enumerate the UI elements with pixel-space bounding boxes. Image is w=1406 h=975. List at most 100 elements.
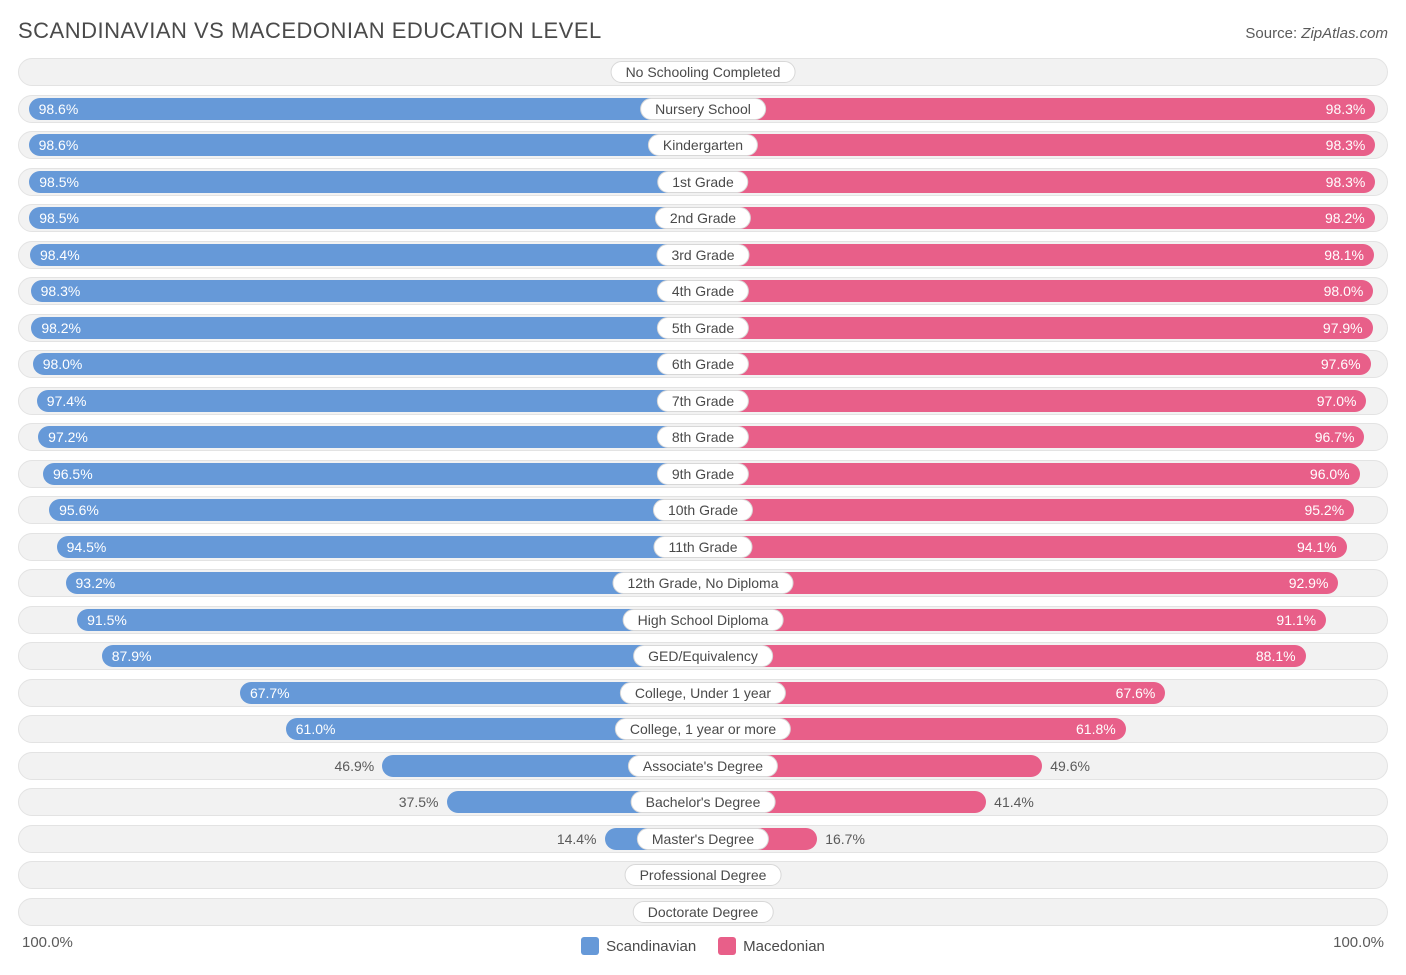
value-left: 14.4% (557, 826, 605, 852)
value-right: 97.0% (1317, 393, 1357, 409)
bar-left: 98.2% (31, 317, 703, 339)
value-left: 98.4% (40, 247, 80, 263)
legend-item-right: Macedonian (718, 937, 825, 955)
bar-right: 98.1% (703, 244, 1374, 266)
source-label: Source: (1245, 25, 1301, 42)
bar-right: 98.3% (703, 98, 1375, 120)
bar-left: 91.5% (77, 609, 703, 631)
chart-row: 98.6%98.3%Nursery School (18, 95, 1388, 123)
chart-header: SCANDINAVIAN VS MACEDONIAN EDUCATION LEV… (18, 18, 1388, 44)
chart-row: 1.5%1.7%No Schooling Completed (18, 58, 1388, 86)
chart-row: 37.5% 41.4% Bachelor's Degree (18, 788, 1388, 816)
chart-row: 98.5% 98.3% 1st Grade (18, 168, 1388, 196)
category-label: 1st Grade (657, 171, 748, 193)
category-label: 12th Grade, No Diploma (613, 572, 794, 594)
chart-row: 96.5% 96.0% 9th Grade (18, 460, 1388, 488)
value-right: 96.7% (1315, 429, 1355, 445)
bar-right: 95.2% (703, 499, 1354, 521)
value-left: 46.9% (335, 753, 383, 779)
bar-left: 97.4% (37, 390, 703, 412)
chart-row: 98.5%98.2%2nd Grade (18, 204, 1388, 232)
value-right: 96.0% (1310, 466, 1350, 482)
axis-max-left: 100.0% (22, 934, 73, 951)
value-right: 91.1% (1276, 612, 1316, 628)
bar-right: 97.9% (703, 317, 1373, 339)
value-right: 16.7% (817, 826, 865, 852)
value-left: 37.5% (399, 789, 447, 815)
bar-right: 94.1% (703, 536, 1347, 558)
bar-left: 87.9% (102, 645, 703, 667)
value-right: 97.9% (1323, 320, 1363, 336)
chart-row: 94.5%94.1%11th Grade (18, 533, 1388, 561)
bar-left: 98.6% (29, 134, 703, 156)
category-label: 9th Grade (657, 463, 749, 485)
bar-right: 97.0% (703, 390, 1366, 412)
chart-source: Source: ZipAtlas.com (1245, 25, 1388, 42)
value-right: 98.0% (1324, 283, 1364, 299)
category-label: 4th Grade (657, 280, 749, 302)
category-label: 3rd Grade (656, 244, 749, 266)
bar-right: 97.6% (703, 353, 1371, 375)
bar-left: 98.0% (33, 353, 703, 375)
value-right: 98.1% (1324, 247, 1364, 263)
value-right: 41.4% (986, 789, 1034, 815)
category-label: Bachelor's Degree (631, 791, 776, 813)
value-right: 92.9% (1289, 575, 1329, 591)
value-right: 49.6% (1042, 753, 1090, 779)
bar-left: 94.5% (57, 536, 703, 558)
chart-row: 61.0%61.8%College, 1 year or more (18, 715, 1388, 743)
value-right: 67.6% (1116, 685, 1156, 701)
value-left: 61.0% (296, 721, 336, 737)
category-label: 8th Grade (657, 426, 749, 448)
value-right: 94.1% (1297, 539, 1337, 555)
value-left: 94.5% (67, 539, 107, 555)
category-label: No Schooling Completed (611, 61, 796, 83)
value-left: 91.5% (87, 612, 127, 628)
category-label: Kindergarten (648, 134, 758, 156)
value-left: 97.4% (47, 393, 87, 409)
category-label: Master's Degree (637, 828, 769, 850)
bar-right: 96.7% (703, 426, 1364, 448)
category-label: College, 1 year or more (615, 718, 791, 740)
bar-right: 96.0% (703, 463, 1360, 485)
value-left: 98.3% (41, 283, 81, 299)
source-site: ZipAtlas.com (1301, 25, 1388, 42)
value-left: 67.7% (250, 685, 290, 701)
value-left: 95.6% (59, 502, 99, 518)
bar-left: 97.2% (38, 426, 703, 448)
category-label: 7th Grade (657, 390, 749, 412)
chart-row: 46.9% 49.6% Associate's Degree (18, 752, 1388, 780)
value-left: 98.5% (39, 210, 79, 226)
category-label: College, Under 1 year (620, 682, 786, 704)
bar-left: 96.5% (43, 463, 703, 485)
chart-row: 98.2%97.9%5th Grade (18, 314, 1388, 342)
chart-row: 93.2% 92.9% 12th Grade, No Diploma (18, 569, 1388, 597)
bar-left: 93.2% (66, 572, 703, 594)
chart-row: 1.8%1.9%Doctorate Degree (18, 898, 1388, 926)
bar-left: 98.5% (29, 171, 703, 193)
bar-right: 98.3% (703, 134, 1375, 156)
value-right: 98.3% (1326, 174, 1366, 190)
value-right: 98.3% (1326, 137, 1366, 153)
chart-footer: 100.0% Scandinavian Macedonian 100.0% (18, 934, 1388, 958)
chart-row: 4.2%4.8%Professional Degree (18, 861, 1388, 889)
category-label: 10th Grade (653, 499, 753, 521)
legend-item-left: Scandinavian (581, 937, 696, 955)
bar-right: 92.9% (703, 572, 1338, 594)
bar-left: 98.3% (31, 280, 703, 302)
value-right: 98.2% (1325, 210, 1365, 226)
bar-left: 95.6% (49, 499, 703, 521)
value-right: 97.6% (1321, 356, 1361, 372)
value-right: 88.1% (1256, 648, 1296, 664)
chart-row: 98.0%97.6%6th Grade (18, 350, 1388, 378)
chart-row: 97.4% 97.0% 7th Grade (18, 387, 1388, 415)
value-right: 98.3% (1326, 101, 1366, 117)
category-label: Doctorate Degree (633, 901, 774, 923)
chart-row: 98.3% 98.0% 4th Grade (18, 277, 1388, 305)
value-left: 96.5% (53, 466, 93, 482)
legend-label-right: Macedonian (743, 938, 825, 955)
bar-right: 98.0% (703, 280, 1373, 302)
category-label: Associate's Degree (628, 755, 778, 777)
chart-row: 97.2% 96.7% 8th Grade (18, 423, 1388, 451)
value-left: 98.2% (41, 320, 81, 336)
